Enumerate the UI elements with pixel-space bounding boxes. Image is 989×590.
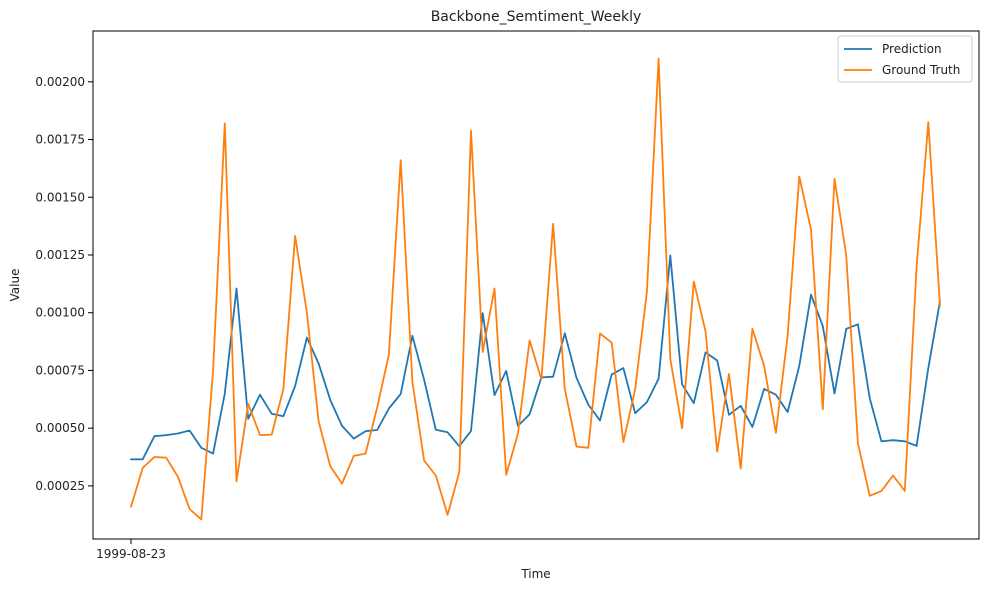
x-axis: 1999-08-23 (96, 539, 166, 561)
y-tick-label: 0.00175 (35, 133, 85, 147)
y-tick-label: 0.00075 (35, 363, 85, 377)
plot-frame (92, 30, 980, 540)
series-line-ground-truth (130, 57, 941, 521)
x-axis-label: Time (520, 567, 550, 581)
series-lines (130, 57, 941, 521)
legend: Prediction Ground Truth (837, 35, 973, 83)
chart-title: Backbone_Semtiment_Weekly (431, 9, 642, 25)
y-tick-label: 0.00200 (35, 75, 85, 89)
series-line-prediction (130, 254, 941, 461)
y-axis: 0.00025 0.00050 0.00075 0.00100 0.00125 0.001… (35, 75, 93, 493)
x-tick-label: 1999-08-23 (96, 547, 166, 561)
y-tick-label: 0.00150 (35, 190, 85, 204)
legend-label: Prediction (882, 42, 942, 56)
y-axis-label: Value (8, 269, 22, 302)
legend-label: Ground Truth (882, 63, 960, 77)
plot-area (92, 30, 980, 540)
y-tick-label: 0.00050 (35, 421, 85, 435)
y-tick-label: 0.00100 (35, 306, 85, 320)
y-tick-label: 0.00025 (35, 479, 85, 493)
y-tick-label: 0.00125 (35, 248, 85, 262)
